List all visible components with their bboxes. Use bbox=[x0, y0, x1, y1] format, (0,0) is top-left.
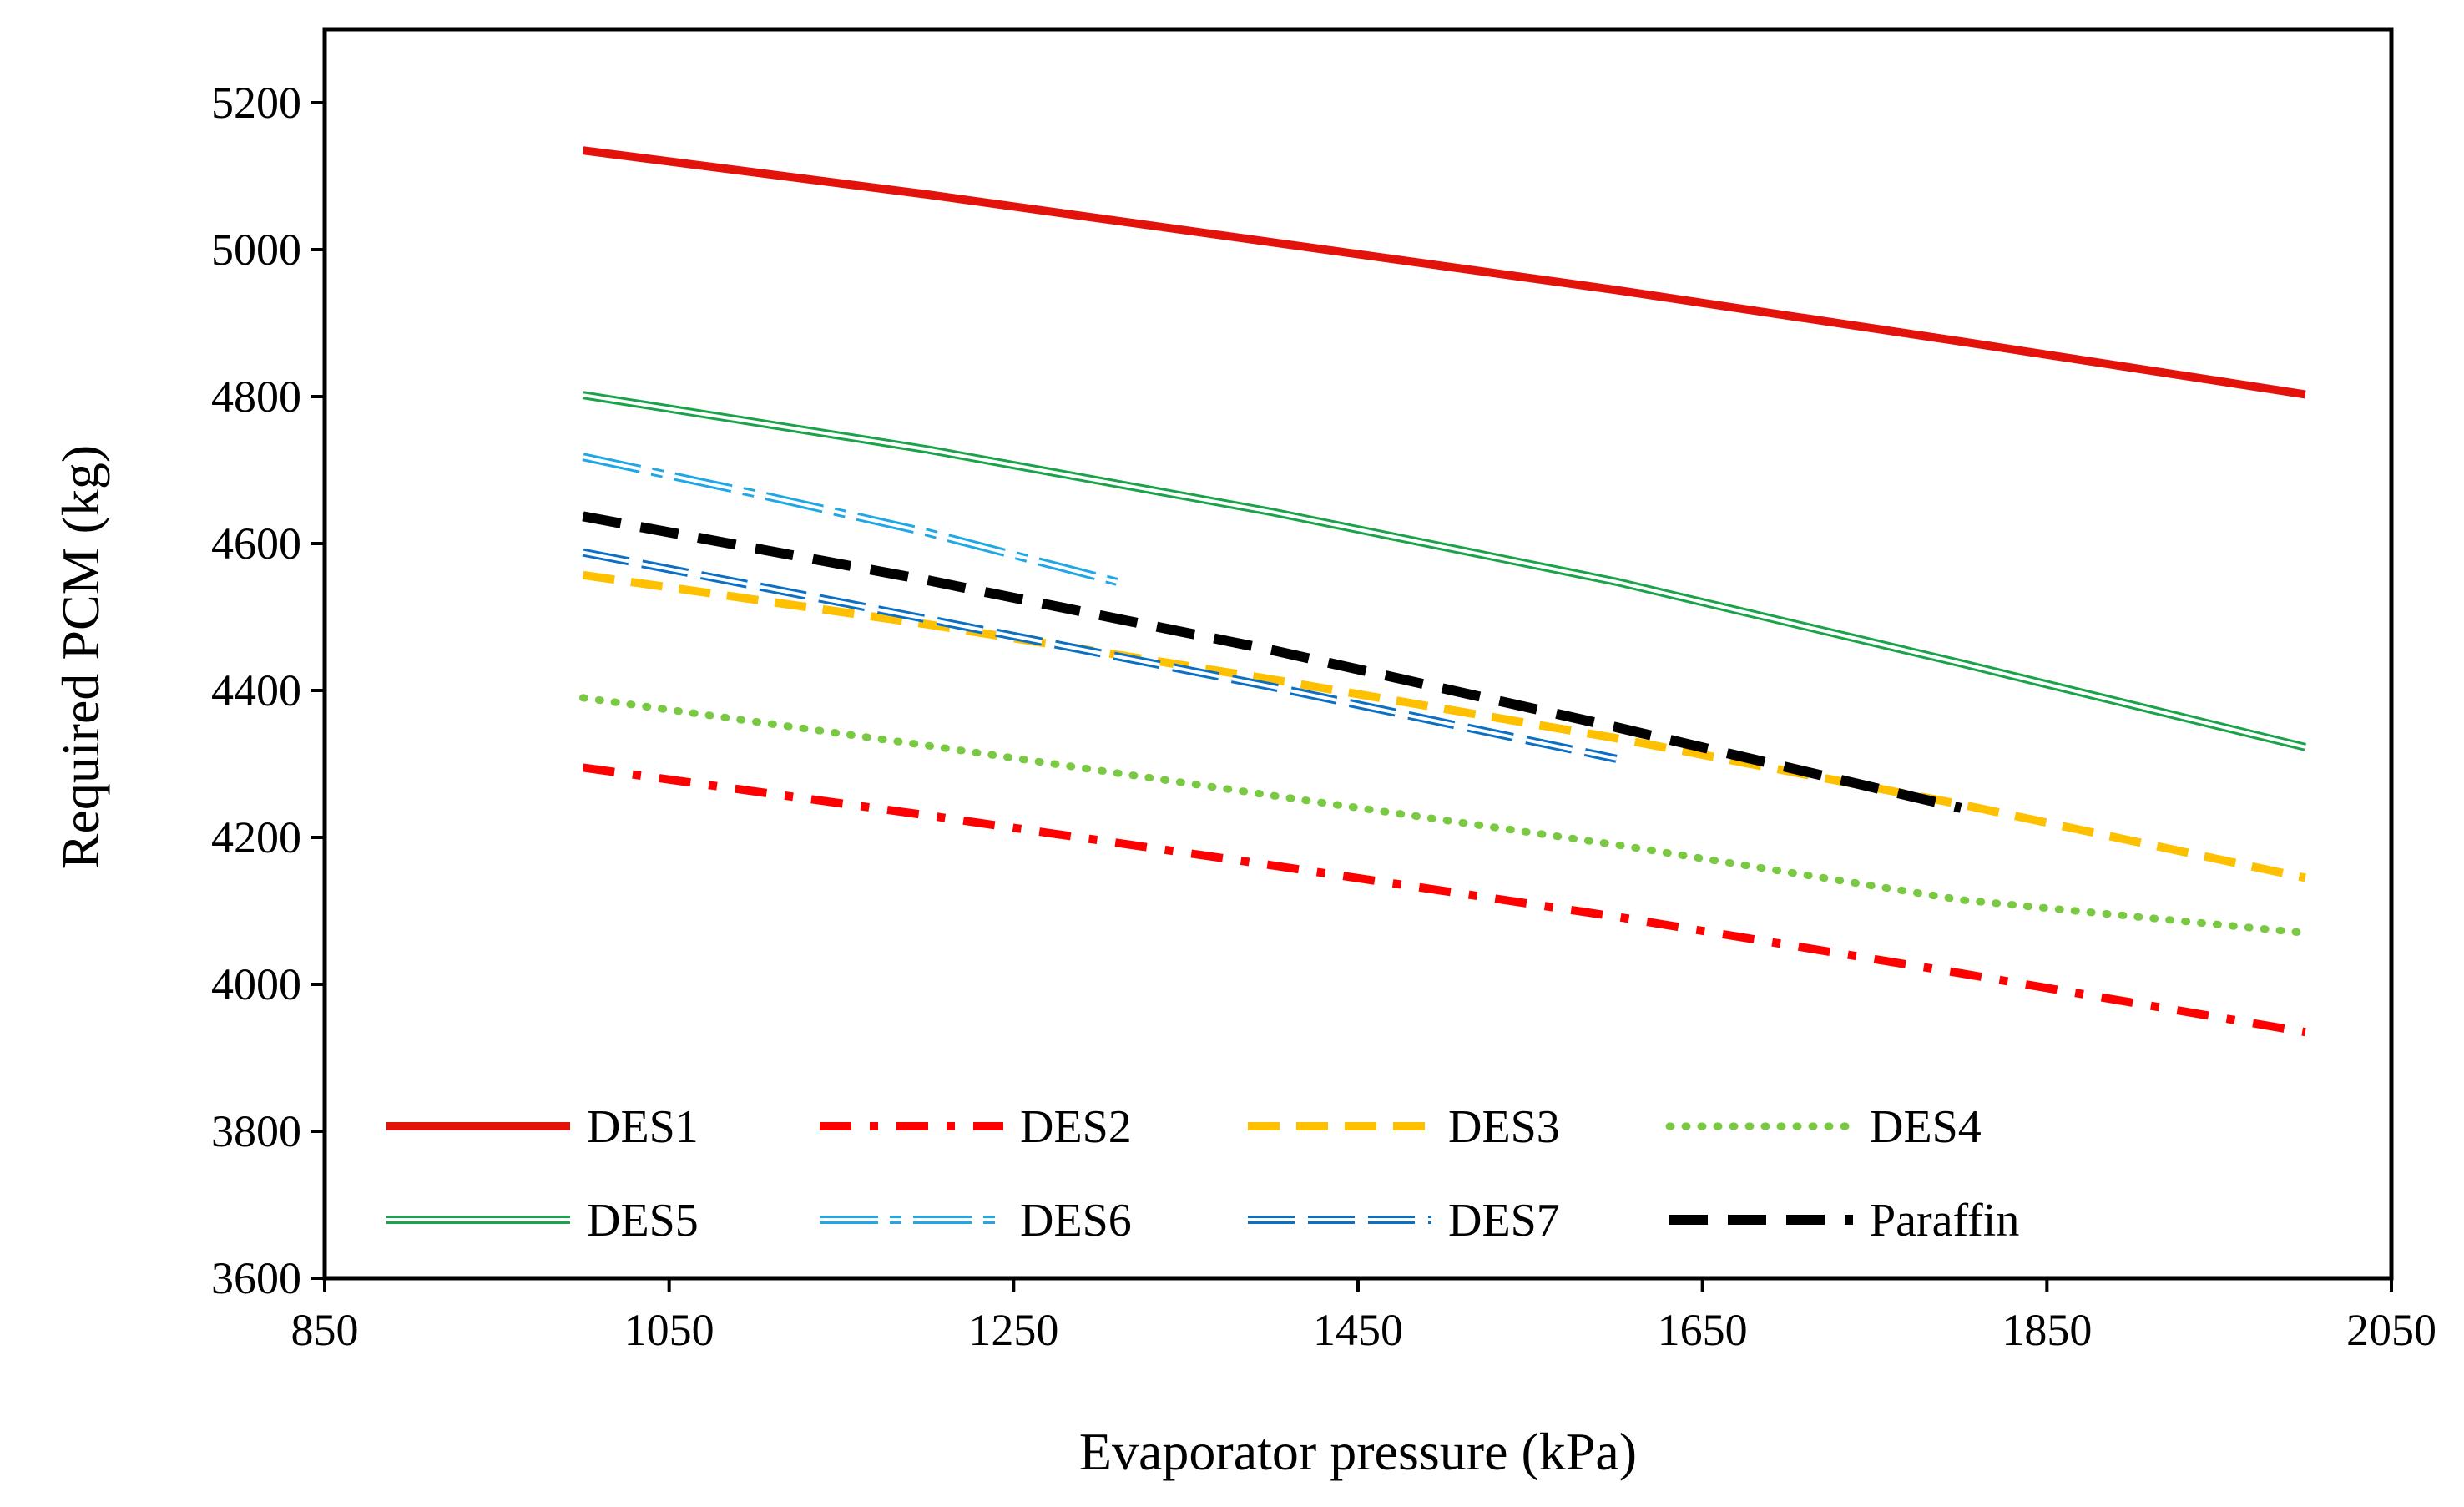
legend: DES1 DES2 DES3 DES4 DES5 DES6 DES7 Paraffin bbox=[386, 1101, 2019, 1247]
y-tick-label: 4200 bbox=[211, 812, 301, 862]
legend-item-paraffin: Paraffin bbox=[1669, 1195, 2019, 1247]
series-des6-line-inner bbox=[583, 455, 1118, 584]
legend-item-des5: DES5 bbox=[386, 1195, 699, 1247]
series-des7-line bbox=[582, 548, 1618, 763]
y-tick-label: 4800 bbox=[211, 372, 301, 422]
series-layer bbox=[579, 146, 2310, 1037]
legend-label: Paraffin bbox=[1870, 1195, 2019, 1247]
legend-label: DES4 bbox=[1870, 1101, 1982, 1153]
series-des5-line-stroke bbox=[582, 391, 2306, 751]
legend-item-des3: DES3 bbox=[1248, 1101, 1560, 1153]
series-des2-line-stroke bbox=[582, 763, 2306, 1037]
series-paraffin-line-stroke bbox=[582, 511, 1962, 813]
legend-label: DES6 bbox=[1020, 1195, 1132, 1247]
x-tick-label: 1850 bbox=[2002, 1305, 2092, 1355]
series-des1-line-stroke bbox=[582, 146, 2306, 399]
y-tick-label: 3800 bbox=[211, 1106, 301, 1156]
y-tick-label: 4400 bbox=[211, 665, 301, 716]
y-tick-label: 4000 bbox=[211, 959, 301, 1009]
series-paraffin-line bbox=[582, 511, 1962, 813]
y-tick-label: 5000 bbox=[211, 225, 301, 275]
x-axis-title: Evaporator pressure (kPa) bbox=[1079, 1422, 1637, 1481]
legend-label: DES2 bbox=[1020, 1101, 1132, 1153]
legend-item-des1: DES1 bbox=[386, 1101, 699, 1153]
x-tick-label: 1250 bbox=[968, 1305, 1058, 1355]
legend-item-des7: DES7 bbox=[1248, 1195, 1560, 1247]
plot-area-frame bbox=[322, 27, 2394, 1281]
legend-label: DES1 bbox=[587, 1101, 699, 1153]
series-des3-line bbox=[582, 570, 2306, 882]
series-des1-line bbox=[582, 146, 2306, 399]
legend-label: DES3 bbox=[1448, 1101, 1560, 1153]
series-des5-line bbox=[582, 391, 2306, 751]
y-tick-label: 5200 bbox=[211, 78, 301, 128]
y-tick-label: 3600 bbox=[211, 1253, 301, 1303]
series-des7-line-inner bbox=[583, 550, 1617, 761]
x-tick-label: 850 bbox=[291, 1305, 359, 1355]
legend-label: DES7 bbox=[1448, 1195, 1560, 1247]
series-des5-line-inner bbox=[583, 393, 2306, 749]
x-tick-label: 1050 bbox=[624, 1305, 714, 1355]
x-tick-label: 1450 bbox=[1313, 1305, 1403, 1355]
y-tick-label: 4600 bbox=[211, 518, 301, 569]
series-des4-line-stroke bbox=[579, 694, 2310, 937]
legend-item-des6: DES6 bbox=[820, 1195, 1132, 1247]
y-axis: 3600 3800 4000 4200 4400 4600 4800 5000 5200 bbox=[211, 78, 325, 1303]
series-des3-line-stroke bbox=[582, 570, 2306, 882]
series-des4-line bbox=[579, 694, 2310, 937]
x-tick-label: 1650 bbox=[1658, 1305, 1748, 1355]
series-des6-line bbox=[582, 453, 1118, 586]
legend-item-des2: DES2 bbox=[820, 1101, 1132, 1153]
y-axis-title: Required PCM (kg) bbox=[51, 445, 110, 869]
x-tick-label: 2050 bbox=[2346, 1305, 2436, 1355]
legend-item-des4: DES4 bbox=[1665, 1101, 1982, 1153]
legend-label: DES5 bbox=[587, 1195, 699, 1247]
series-des2-line bbox=[582, 763, 2306, 1037]
x-axis: 850 1050 1250 1450 1650 1850 2050 bbox=[291, 1278, 2436, 1355]
